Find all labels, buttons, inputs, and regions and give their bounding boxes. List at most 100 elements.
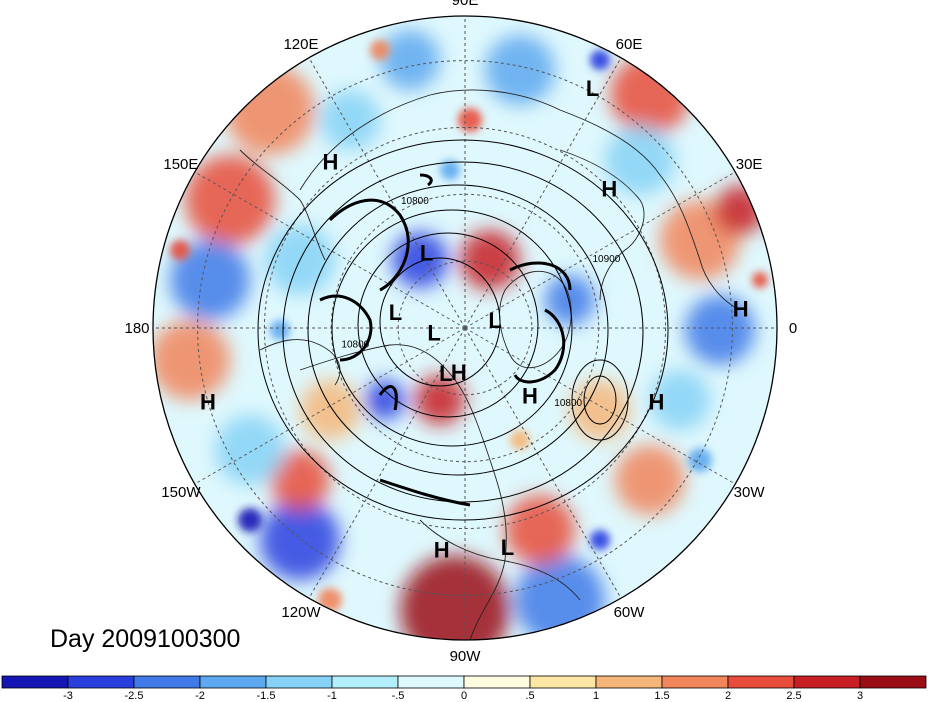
anomaly-blob: [688, 448, 712, 472]
low-pressure-marker: L: [389, 300, 402, 325]
height-contour: [307, 184, 609, 476]
high-pressure-marker: H: [648, 390, 664, 415]
jet-contour: [513, 308, 566, 384]
meridian-line: [464, 327, 622, 599]
low-pressure-marker: L: [488, 308, 501, 333]
longitude-label: 0: [789, 320, 797, 337]
colorbar-tick-label: 1.5: [654, 690, 669, 702]
longitude-label: 30E: [736, 156, 763, 173]
jet-contour: [379, 478, 471, 507]
coastline-north-america: [299, 344, 507, 640]
anomaly-blob: [515, 555, 605, 640]
jet-contour: [419, 173, 433, 187]
coastline-greenland: [499, 270, 572, 369]
colorbar-tick-label: 1: [593, 690, 599, 702]
map-boundary: [152, 15, 778, 641]
colorbar-swatch: [133, 675, 201, 689]
longitude-label: 120E: [283, 36, 318, 53]
high-pressure-marker: H: [522, 383, 538, 408]
coastline-eurasia: [299, 89, 741, 311]
colorbar-swatch: [397, 675, 465, 689]
anomaly-blob: [610, 55, 690, 135]
colorbar-swatch: [529, 675, 597, 689]
anomaly-blob: [685, 295, 755, 365]
low-pressure-marker: L: [427, 320, 440, 345]
coastline-europe: [559, 149, 645, 301]
contour-value-label: 10800: [554, 398, 582, 409]
height-contour: [583, 375, 617, 425]
longitude-label: 150E: [163, 156, 198, 173]
anomaly-blob: [270, 320, 290, 340]
height-contour: [571, 359, 629, 441]
colorbar-swatch: [859, 675, 927, 689]
longitude-label: 150W: [161, 484, 201, 501]
high-pressure-marker: H: [733, 297, 749, 322]
jet-contour: [378, 385, 398, 411]
height-contour: [331, 209, 573, 447]
longitude-label: 120W: [281, 604, 321, 621]
colorbar-tick-label: -.5: [392, 690, 405, 702]
contour-labels: 10800 10900 10800 10800: [341, 196, 620, 409]
anomaly-blob: [510, 430, 530, 450]
anomaly-blob: [505, 495, 575, 565]
colorbar-tick-label: -2.5: [125, 690, 144, 702]
date-label: Day 2009100300: [50, 625, 240, 653]
anomaly-blob: [605, 125, 675, 195]
high-pressure-marker: H: [601, 177, 617, 202]
anomaly-blob: [615, 445, 685, 515]
anomaly-blob: [415, 375, 465, 425]
anomaly-blob: [590, 530, 610, 550]
anomaly-blob: [260, 500, 340, 580]
anomaly-blob: [365, 380, 405, 420]
contour-value-label: 10800: [341, 339, 369, 350]
low-pressure-marker: L: [586, 76, 599, 101]
anomaly-blob: [570, 380, 630, 440]
colorbar-swatch: [67, 675, 135, 689]
longitude-label: 60W: [614, 604, 646, 621]
colorbar-swatch: [265, 675, 333, 689]
anomaly-blob: [215, 415, 285, 485]
jet-contour: [509, 261, 572, 291]
longitude-label: 90E: [452, 0, 479, 9]
high-pressure-marker: H: [322, 150, 338, 175]
anomaly-blob: [485, 35, 555, 105]
colorbar-tick-label: -3: [63, 690, 73, 702]
high-pressure-marker: H: [451, 360, 467, 385]
coastline-central-america: [419, 519, 581, 601]
height-contour: [357, 232, 539, 418]
jet-contour: [328, 198, 410, 292]
low-pressure-marker: L: [420, 241, 433, 266]
anomaly-field: [153, 16, 777, 640]
anomaly-blob: [458, 108, 482, 132]
height-contour: [282, 161, 644, 503]
colorbar-swatch: [661, 675, 729, 689]
contour-value-label: 10800: [401, 196, 429, 207]
colorbar-swatch: [463, 675, 531, 689]
colorbar-tick-label: .5: [525, 690, 534, 702]
anomaly-blob: [170, 240, 190, 260]
meridian-line: [194, 171, 466, 329]
colorbar-swatch: [727, 675, 795, 689]
coastline-east-asia: [239, 149, 326, 261]
low-pressure-marker: L: [501, 535, 514, 560]
high-pressure-marker: H: [200, 390, 216, 415]
colorbar-tick-label: 2.5: [786, 690, 801, 702]
anomaly-blob: [320, 90, 380, 150]
meridian-line: [464, 327, 736, 485]
high-pressure-marker: H: [434, 538, 450, 563]
longitude-label: 90W: [450, 648, 482, 665]
anomaly-blob: [318, 588, 342, 612]
colorbar-tick-label: -2: [195, 690, 205, 702]
latitude-circle: [197, 60, 733, 596]
colorbar-swatch: [793, 675, 861, 689]
anomaly-blob: [380, 30, 440, 90]
anomaly-blob: [460, 230, 520, 290]
height-contour: [257, 139, 669, 521]
anomaly-blob: [650, 370, 710, 430]
anomaly-blob: [752, 272, 768, 288]
meridian-line: [308, 327, 466, 599]
longitude-label: 60E: [616, 36, 643, 53]
anomaly-blob: [238, 508, 262, 532]
